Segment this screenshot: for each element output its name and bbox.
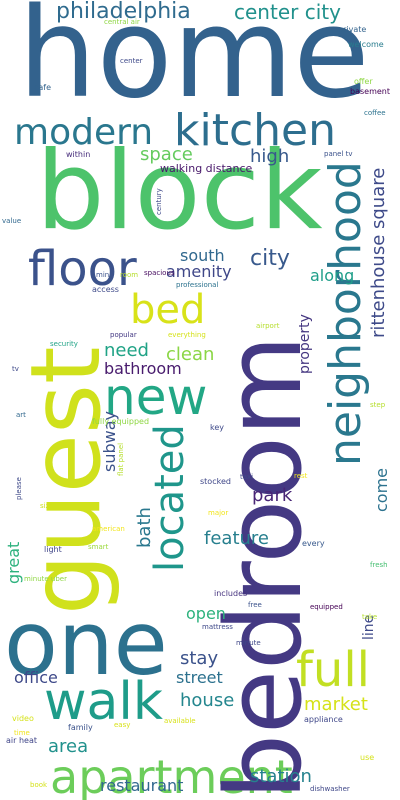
word-fresh: fresh (370, 561, 388, 569)
word-center: center (120, 57, 143, 65)
word-step: step (370, 401, 386, 409)
word-walk: walk (44, 672, 163, 732)
word-private: private (338, 25, 367, 34)
word-apartment: apartment (50, 750, 293, 800)
word-kitchen: kitchen (174, 105, 336, 156)
word-major: major (208, 509, 229, 517)
word-station: station (250, 766, 312, 787)
word-new: new (104, 368, 208, 426)
word-come: come (372, 467, 391, 512)
word-use: use (360, 753, 375, 762)
word-mattress: mattress (202, 623, 233, 631)
word-amenity: amenity (166, 262, 232, 281)
word-video: video (12, 714, 34, 723)
word-book: book (30, 781, 48, 789)
word-stay: stay (180, 648, 219, 669)
word-smart: smart (88, 543, 109, 551)
word-neighborhood: neighborhood (320, 161, 371, 466)
word-office: office (14, 668, 58, 687)
word-cafe: cafe (34, 83, 52, 92)
word-popular: popular (110, 331, 137, 339)
word-fully-equipped: fully equipped (92, 417, 150, 426)
word-along: along (310, 266, 355, 285)
word-light: light (44, 545, 62, 554)
word-bathroom: bathroom (104, 359, 182, 378)
word-full: full (296, 642, 370, 698)
word-min: min (96, 271, 110, 279)
word-philadelphia: philadelphia (56, 0, 191, 24)
word-every: every (302, 539, 325, 548)
word-bed: bed (130, 287, 206, 333)
word-everything: everything (168, 331, 206, 339)
word-flat-panel: flat panel (117, 442, 125, 476)
word-modern: modern (14, 112, 154, 153)
word-century: century (155, 188, 163, 215)
word-market: market (304, 694, 368, 715)
word-home: home (18, 0, 370, 126)
word-street: street (176, 668, 223, 687)
word-stocked: stocked (200, 477, 231, 486)
word-taxi: taxi (240, 473, 254, 481)
word-american: american (92, 525, 125, 533)
word-access: access (92, 285, 119, 294)
word-bath: bath (134, 507, 155, 548)
word-airport: airport (256, 322, 280, 330)
word-south: south (180, 246, 225, 265)
word-family: family (68, 723, 93, 732)
word-area: area (48, 736, 89, 757)
word-tv: tv (12, 365, 19, 373)
word-free: free (248, 601, 262, 609)
word-rest: rest (294, 472, 308, 480)
word-bedroom: bedroom (203, 334, 325, 800)
word-great: great (4, 541, 23, 584)
word-central-air: central air (104, 18, 140, 26)
word-basement: basement (350, 87, 390, 96)
word-minute-uber: minute uber (24, 575, 67, 583)
word-welcome: welcome (348, 40, 384, 49)
word-within: within (66, 150, 91, 159)
word-floor: floor (28, 241, 137, 297)
word-available: available (164, 717, 196, 725)
word-includes: includes (214, 589, 248, 598)
word-size: size (40, 502, 54, 510)
word-open: open (186, 604, 226, 623)
word-dishwasher: dishwasher (310, 785, 350, 793)
word-please: please (15, 477, 23, 500)
word-equipped: equipped (310, 603, 343, 611)
word-easy: easy (114, 721, 131, 729)
word-restaurant: restaurant (100, 776, 184, 795)
word-professional: professional (176, 281, 219, 289)
word-walking-distance: walking distance (160, 162, 253, 175)
word-block: block (36, 129, 323, 254)
word-rittenhouse-square: rittenhouse square (368, 167, 389, 338)
word-panel-tv: panel tv (324, 150, 353, 158)
word-air-heat: air heat (6, 736, 37, 745)
word-security: security (50, 340, 78, 348)
word-located: located (147, 424, 193, 572)
word-room: room (120, 271, 139, 279)
word-property: property (297, 314, 313, 374)
word-house: house (180, 690, 235, 711)
word-high: high (250, 146, 290, 167)
word-need: need (104, 340, 149, 361)
word-take: take (362, 613, 378, 621)
word-art: art (16, 411, 26, 419)
word-spacious: spacious (144, 269, 175, 277)
word-coffee: coffee (364, 109, 386, 117)
word-time: time (14, 729, 30, 737)
word-park: park (252, 485, 293, 506)
word-minute: minute (236, 639, 261, 647)
word-offer: offer (354, 77, 373, 86)
word-value: value (2, 217, 22, 225)
word-feature: feature (204, 528, 269, 549)
word-appliance: appliance (304, 715, 343, 724)
word-key: key (210, 423, 225, 432)
word-city: city (250, 246, 290, 271)
word-one: one (4, 592, 168, 695)
word-clean: clean (166, 344, 215, 365)
word-center-city: center city (234, 0, 341, 24)
word-space: space (140, 144, 193, 165)
